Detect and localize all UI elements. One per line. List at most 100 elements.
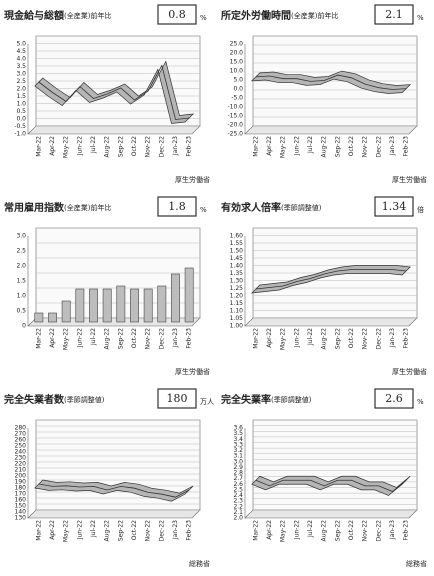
bar — [130, 288, 139, 323]
bar — [184, 267, 194, 323]
y-tick-label: 4.0 — [16, 56, 26, 63]
x-tick-label: Mar-22 — [252, 136, 259, 157]
chart-title: 有効求人倍率(季節調整値) — [221, 201, 322, 214]
y-tick-label: 230 — [15, 455, 27, 462]
y-tick-label: 170 — [15, 491, 27, 498]
x-tick-label: Nov-22 — [145, 328, 152, 350]
x-tick-label: Feb-23 — [403, 520, 410, 541]
chart-panel: 有効求人倍率(季節調整値) 1.34 倍1.001.051.101.151.201.… — [221, 196, 427, 376]
y-tick-label: 180 — [15, 485, 27, 492]
plot-floor — [244, 317, 418, 327]
x-tick-label: Jan-23 — [172, 520, 179, 540]
chart-title-main: 現金給与総額 — [4, 9, 64, 22]
x-tick-label: Jul-22 — [90, 520, 97, 538]
y-tick-label: 2.1 — [233, 509, 243, 516]
y-tick-label: -15.0 — [227, 113, 243, 120]
x-tick-label: Feb-23 — [186, 136, 193, 157]
x-tick-label: Feb-23 — [186, 328, 193, 349]
y-tick-label: -5.0 — [231, 95, 243, 102]
y-tick-label: 150 — [15, 503, 27, 510]
y-tick-label: 3.3 — [233, 441, 243, 448]
bar — [157, 285, 167, 323]
x-tick-label: May-22 — [63, 520, 70, 542]
x-tick-label: Mar-22 — [35, 520, 42, 541]
chart-panel: 完全失業率(季節調整値) 2.6 %2.02.12.22.32.42.52.62.7… — [221, 388, 427, 568]
headline-value: 2.6 — [385, 392, 403, 405]
ribbon-shade — [250, 265, 411, 294]
x-tick-label: Aug-22 — [104, 520, 111, 542]
y-tick-label: -1.0 — [14, 131, 26, 138]
headline-unit: % — [200, 206, 207, 214]
y-tick-label: 190 — [15, 479, 27, 486]
y-tick-label: 0 — [22, 323, 26, 330]
source-label: 厚生労働省 — [175, 367, 210, 376]
x-tick-label: Dec-22 — [375, 136, 382, 158]
x-tick-label: Oct-22 — [131, 136, 138, 156]
x-tick-label: Feb-23 — [403, 136, 410, 157]
source-label: 厚生労働省 — [175, 175, 210, 184]
y-tick-label: 2.0 — [233, 515, 243, 522]
y-tick-label: 0.0 — [16, 116, 26, 123]
x-tick-label: Jul-22 — [307, 520, 314, 538]
x-tick-label: Sep-22 — [334, 520, 341, 541]
x-tick-label: Jul-22 — [307, 328, 314, 346]
y-tick-label: 3.1 — [233, 453, 243, 460]
y-tick-label: -25.0 — [227, 131, 243, 138]
chart-subtitle: (季節調整値) — [64, 395, 105, 404]
headline-value: 0.8 — [168, 8, 186, 21]
y-tick-label: 2.7 — [233, 475, 243, 482]
y-tick-label: 240 — [15, 449, 27, 456]
y-tick-label: 10.0 — [230, 68, 244, 75]
x-tick-label: Oct-22 — [348, 328, 355, 348]
bar — [116, 285, 126, 323]
plot-floor — [244, 125, 418, 135]
x-tick-label: Dec-22 — [375, 328, 382, 350]
x-tick-label: Nov-22 — [362, 520, 369, 542]
ribbon-shade — [251, 475, 411, 496]
x-tick-label: Nov-22 — [145, 520, 152, 542]
x-tick-label: Sep-22 — [334, 136, 341, 157]
headline-unit: 万人 — [200, 398, 214, 406]
x-tick-label: Apr-22 — [266, 136, 273, 156]
chart-panel: 常用雇用指数(全産業)前年比 1.8 % 0 0.5 1.0 1.5 2.0 2.5 3.0 Mar… — [4, 196, 210, 376]
bar — [102, 288, 112, 323]
y-tick-label: 15.0 — [230, 59, 244, 66]
y-tick-label: 5.0 — [233, 77, 243, 84]
x-tick-label: Jun-22 — [76, 328, 83, 348]
x-tick-label: Sep-22 — [334, 328, 341, 349]
bar — [75, 288, 85, 323]
y-tick-label: 3.0 — [16, 233, 26, 240]
x-tick-label: Aug-22 — [321, 520, 328, 542]
x-tick-label: Feb-23 — [403, 328, 410, 349]
headline-box — [374, 388, 414, 409]
chart-panel: 現金給与総額(全産業)前年比 0.8 %-1.0-0.50.00.51.01.52.… — [4, 4, 210, 184]
x-tick-label: Dec-22 — [158, 136, 165, 158]
chart-subtitle: (全産業)前年比 — [64, 203, 111, 212]
y-tick-label: 280 — [15, 425, 27, 432]
ribbon-shade — [250, 70, 412, 94]
headline-box — [374, 196, 414, 217]
y-tick-label: 1.5 — [16, 278, 26, 285]
y-tick-label: 5.0 — [16, 41, 26, 48]
x-tick-label: Jul-22 — [307, 136, 314, 154]
line — [38, 483, 190, 498]
y-tick-label: 140 — [15, 509, 27, 516]
headline-value: 180 — [167, 392, 188, 405]
y-tick-label: 2.3 — [233, 498, 243, 505]
chart-title: 完全失業率(季節調整値) — [221, 393, 312, 406]
x-tick-label: Oct-22 — [348, 520, 355, 540]
headline-box — [157, 4, 197, 25]
x-tick-label: Jun-22 — [293, 136, 300, 156]
x-tick-label: Dec-22 — [158, 520, 165, 542]
x-tick-label: Jan-23 — [172, 136, 179, 156]
headline-value: 2.1 — [385, 8, 403, 21]
x-tick-label: Nov-22 — [145, 136, 152, 158]
chart-subtitle: (全産業)前年比 — [64, 11, 111, 20]
y-tick-label: 1.20 — [230, 293, 244, 300]
x-tick-label: Aug-22 — [104, 136, 111, 158]
bar — [143, 288, 153, 323]
headline-box — [157, 388, 197, 409]
x-tick-label: Sep-22 — [117, 520, 124, 541]
y-tick-label: 250 — [15, 443, 27, 450]
y-tick-label: 1.30 — [230, 278, 244, 285]
